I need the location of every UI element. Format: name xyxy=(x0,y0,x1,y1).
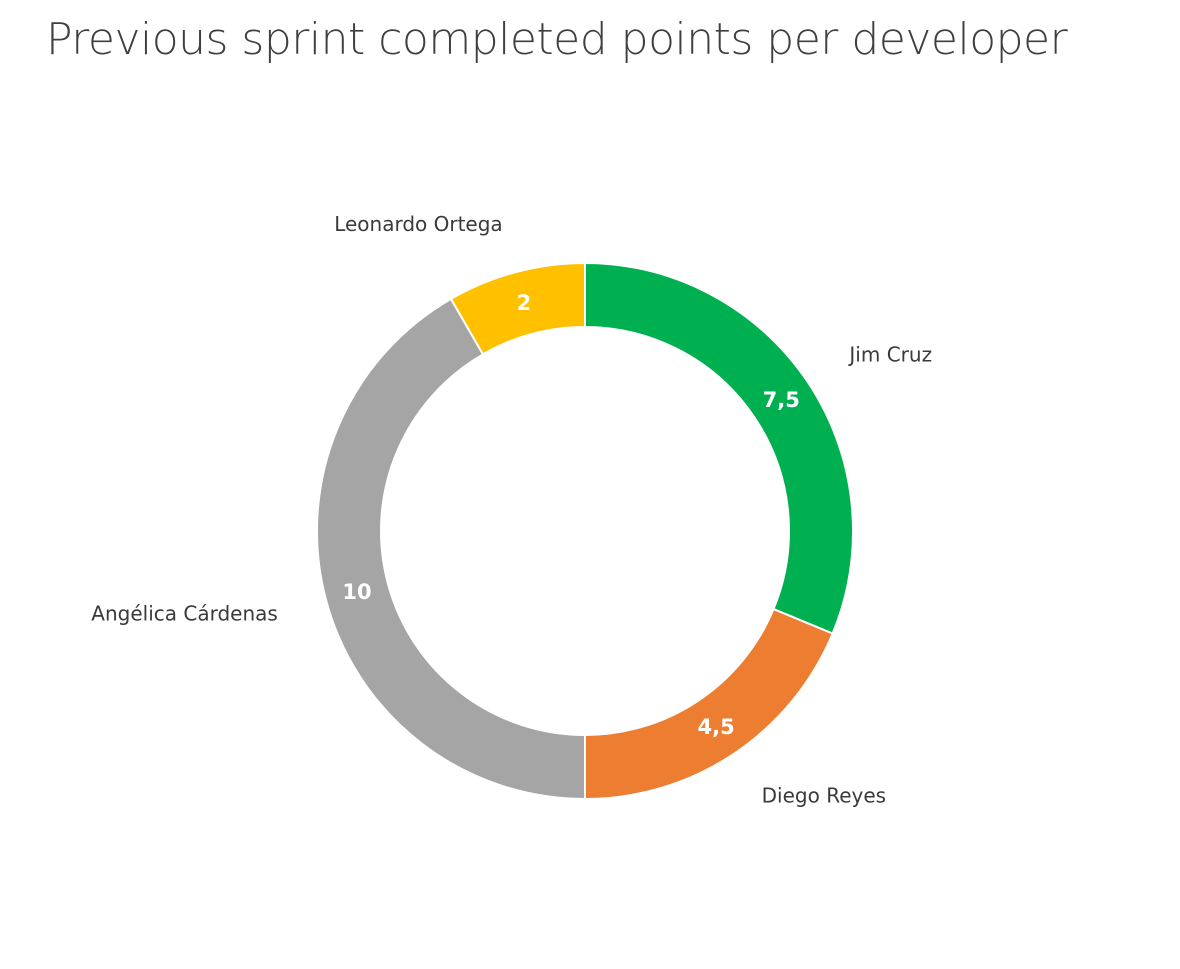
slice-category-labels: Jim Cruz Diego Reyes Angélica Cárdenas Leon… xyxy=(91,212,932,808)
category-label-angelica-cardenas: Angélica Cárdenas xyxy=(91,601,278,625)
value-label-diego-reyes: 4,5 xyxy=(698,715,735,739)
value-label-leonardo-ortega: 2 xyxy=(517,291,532,315)
category-label-leonardo-ortega: Leonardo Ortega xyxy=(334,212,503,236)
value-label-jim-cruz: 7,5 xyxy=(763,388,800,412)
slice-diego-reyes xyxy=(584,607,834,801)
donut-slices xyxy=(316,261,854,801)
slice-jim-cruz xyxy=(584,261,854,635)
category-label-jim-cruz: Jim Cruz xyxy=(847,342,932,366)
slice-angelica-cardenas xyxy=(316,297,586,801)
category-label-diego-reyes: Diego Reyes xyxy=(762,783,886,807)
chart-title: Previous sprint completed points per dev… xyxy=(46,14,1068,65)
value-label-angelica-cardenas: 10 xyxy=(342,580,371,604)
slice-leonardo-ortega xyxy=(449,261,586,356)
slice-value-labels: 7,5 4,5 10 2 xyxy=(342,291,799,739)
